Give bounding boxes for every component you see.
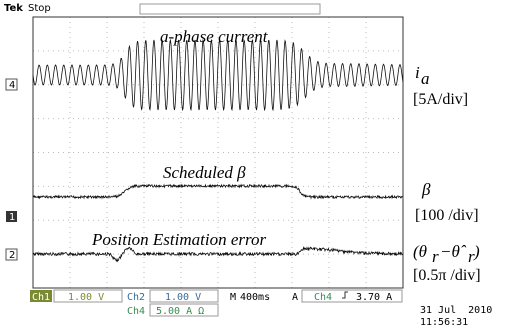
trigger-ch: Ch4 bbox=[314, 292, 332, 303]
time: 11:56:31 bbox=[420, 317, 468, 328]
ch-label: Ch2 bbox=[127, 292, 145, 303]
ch-label: Ch1 bbox=[32, 292, 50, 303]
symbol: ) bbox=[473, 242, 480, 261]
channel-marker: 4 bbox=[9, 80, 15, 91]
symbol: (θ bbox=[413, 242, 427, 261]
trace-title: Scheduled β bbox=[163, 163, 246, 182]
symbol: β bbox=[421, 180, 431, 199]
ch-scale: 5.00 A Ω bbox=[156, 306, 204, 317]
m-label: M bbox=[230, 292, 236, 303]
subscript: a bbox=[421, 69, 430, 88]
scope-screenshot: Tek Stop a-phase current Scheduled β Pos… bbox=[0, 0, 505, 329]
channel-marker: 2 bbox=[9, 250, 15, 261]
scale: [5A/div] bbox=[413, 91, 468, 108]
brand: Tek bbox=[4, 3, 23, 14]
scale: [0.5π /div] bbox=[413, 267, 481, 284]
channel-marker: 1 bbox=[9, 212, 15, 223]
trace-title: a-phase current bbox=[160, 27, 269, 46]
ch-scale: 1.00 V bbox=[68, 292, 104, 303]
ch-label: Ch4 bbox=[127, 306, 145, 317]
subscript: r bbox=[432, 247, 439, 266]
timebase: 400ms bbox=[240, 292, 270, 303]
run-status: Stop bbox=[28, 3, 51, 14]
trigger-level: 3.70 A bbox=[356, 292, 392, 303]
trace-title: Position Estimation error bbox=[91, 230, 266, 249]
ch-scale: 1.00 V bbox=[165, 292, 201, 303]
symbol: i bbox=[415, 63, 420, 82]
scale: [100 /div] bbox=[415, 207, 479, 224]
date: 31 Jul 2010 bbox=[420, 305, 492, 316]
trigger-source: A bbox=[292, 292, 298, 303]
